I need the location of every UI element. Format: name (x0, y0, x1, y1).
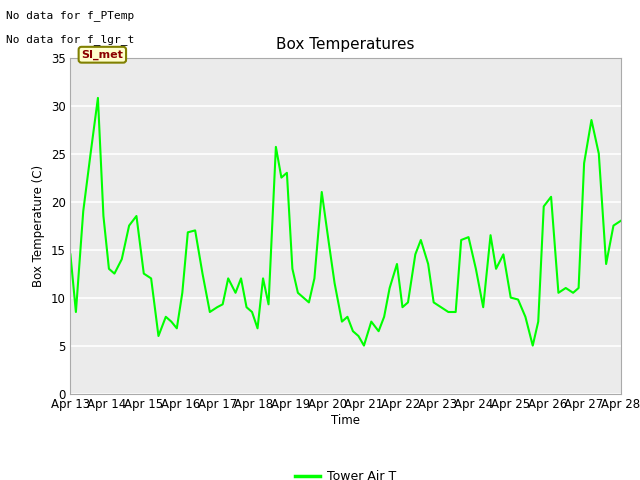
Legend: Tower Air T: Tower Air T (291, 465, 401, 480)
Title: Box Temperatures: Box Temperatures (276, 37, 415, 52)
Text: No data for f_lgr_t: No data for f_lgr_t (6, 34, 134, 45)
Y-axis label: Box Temperature (C): Box Temperature (C) (32, 165, 45, 287)
Text: No data for f_PTemp: No data for f_PTemp (6, 10, 134, 21)
X-axis label: Time: Time (331, 414, 360, 427)
Text: SI_met: SI_met (81, 49, 124, 60)
